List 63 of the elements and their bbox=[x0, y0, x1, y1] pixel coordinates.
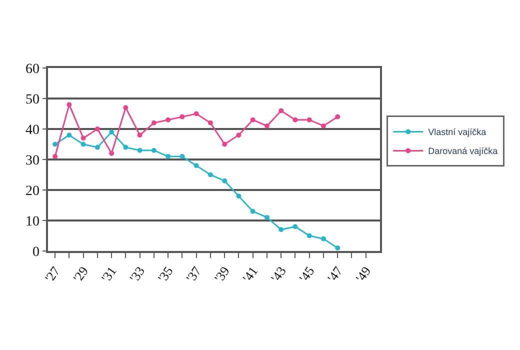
x-tick-label: '43 bbox=[268, 264, 289, 285]
point bbox=[250, 117, 256, 122]
y-tick-label: 10 bbox=[25, 214, 40, 230]
point bbox=[335, 114, 340, 120]
x-tick-label: '45 bbox=[296, 264, 318, 285]
x-tick-label: '27 bbox=[42, 263, 64, 285]
point bbox=[66, 132, 72, 138]
point bbox=[180, 154, 185, 159]
y-tick-label: 60 bbox=[25, 62, 40, 77]
point bbox=[151, 148, 156, 153]
point bbox=[208, 172, 213, 178]
point bbox=[137, 148, 142, 153]
point bbox=[236, 194, 242, 199]
point bbox=[166, 117, 171, 122]
y-tick-label: 50 bbox=[25, 92, 40, 108]
x-tick-label: '31 bbox=[98, 264, 120, 285]
point bbox=[66, 102, 72, 108]
point bbox=[335, 245, 340, 250]
y-tick-label: 0 bbox=[32, 244, 40, 260]
x-tick-label: '47 bbox=[324, 263, 346, 285]
point bbox=[292, 117, 298, 122]
point bbox=[292, 224, 298, 230]
point bbox=[123, 105, 128, 110]
point bbox=[194, 163, 199, 168]
point bbox=[278, 108, 284, 114]
x-tick-label: '33 bbox=[126, 264, 148, 285]
x-tick-label: '39 bbox=[211, 264, 232, 285]
point bbox=[109, 150, 114, 156]
point bbox=[137, 132, 142, 138]
point bbox=[94, 126, 100, 132]
y-tick-label: 20 bbox=[25, 184, 40, 199]
x-tick-label: '35 bbox=[154, 264, 176, 285]
point bbox=[80, 142, 86, 147]
y-tick-label: 30 bbox=[25, 153, 40, 168]
point bbox=[320, 236, 326, 242]
point bbox=[151, 120, 156, 126]
point bbox=[222, 142, 228, 147]
x-tick-label: '41 bbox=[240, 264, 261, 285]
point bbox=[236, 132, 242, 138]
point bbox=[208, 120, 213, 126]
point bbox=[94, 144, 100, 150]
point bbox=[264, 123, 270, 128]
point bbox=[194, 111, 199, 116]
point bbox=[264, 214, 270, 220]
point bbox=[52, 154, 58, 159]
point bbox=[123, 144, 128, 150]
x-tick-label: '49 bbox=[352, 264, 374, 285]
point bbox=[222, 178, 228, 184]
point bbox=[109, 130, 114, 135]
x-tick-label: '37 bbox=[183, 263, 204, 285]
point bbox=[306, 233, 312, 238]
y-tick-label: 40 bbox=[25, 122, 40, 138]
point bbox=[52, 142, 58, 147]
point bbox=[278, 227, 284, 232]
legend-label: Darovaná vajíčka bbox=[428, 146, 498, 156]
point bbox=[166, 154, 171, 159]
point bbox=[80, 136, 86, 141]
point bbox=[320, 123, 326, 128]
point bbox=[250, 208, 256, 214]
point bbox=[180, 114, 185, 120]
point bbox=[306, 117, 312, 122]
legend-label: Vlastní vajíčka bbox=[428, 127, 486, 138]
x-tick-label: '29 bbox=[70, 264, 92, 285]
